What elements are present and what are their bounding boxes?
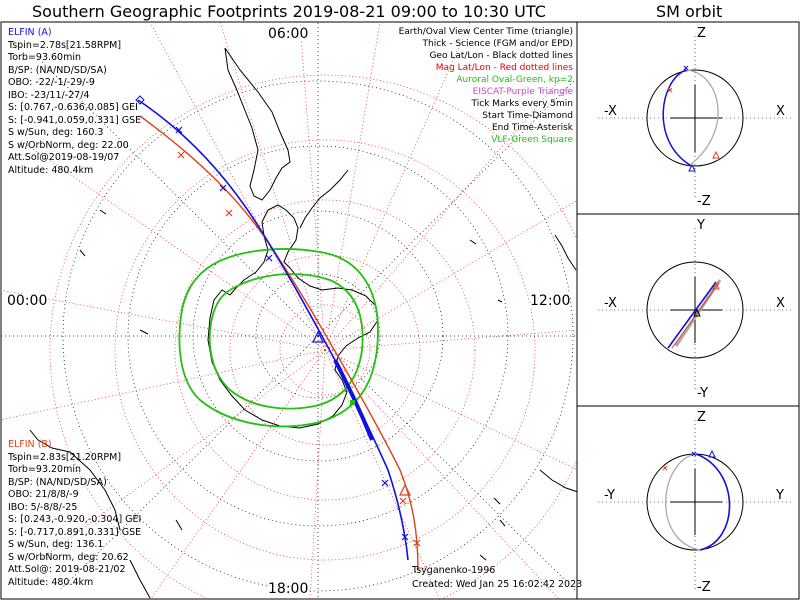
sm2-top-label: Y bbox=[697, 218, 705, 233]
clock-label-top: 06:00 bbox=[268, 26, 309, 42]
oval-inner bbox=[208, 273, 364, 410]
sm2-left-label: -X bbox=[604, 296, 617, 311]
sm2-bottom-label: -Y bbox=[697, 386, 709, 401]
elfin-a-line: B/SP: (NA/ND/SD/SA) bbox=[8, 64, 107, 76]
peninsula bbox=[299, 169, 349, 229]
legend-entry-7: Start Time-Diamond bbox=[482, 111, 573, 121]
elfin-a-line: Altitude: 480.4km bbox=[8, 164, 94, 176]
sm3-right-label: Y bbox=[776, 488, 784, 503]
south-america bbox=[224, 47, 291, 201]
legend-entry-3: Mag Lat/Lon - Red dotted lines bbox=[435, 63, 573, 73]
elfin-a-ticks bbox=[175, 126, 409, 541]
australia-edge bbox=[539, 469, 577, 493]
elfin-b-line: Torb=93.20min bbox=[8, 464, 82, 475]
start-diamond-a bbox=[135, 95, 145, 105]
elfin-b-line: IBO: 5/-8/8/-25 bbox=[8, 501, 78, 513]
elfin-b-line: S: [-0.717,0.891,0.331] GSE bbox=[8, 526, 142, 538]
nz bbox=[554, 234, 577, 271]
oval-outer bbox=[178, 248, 379, 428]
legend-entry-0: Earth/Oval View Center Time (triangle) bbox=[398, 27, 573, 37]
sm1-bottom-label: -Z bbox=[697, 194, 711, 209]
sm-panel-xz bbox=[598, 36, 792, 200]
legend-entry-4: Auroral Oval-Green, kp=2 bbox=[456, 75, 573, 85]
elfin-a-science-segment bbox=[333, 359, 374, 441]
sm-panel-xy bbox=[598, 228, 792, 392]
elfin-a-line: S w/Sun, deg: 160.3 bbox=[8, 127, 104, 138]
elfin-a-info: ELFIN (A) Tspin=2.78s[21.58RPM] Torb=93.… bbox=[8, 28, 141, 178]
clock-label-right: 12:00 bbox=[530, 293, 571, 309]
elfin-a-line: OBO: -22/-1/-29/-9 bbox=[8, 77, 95, 88]
geo-grid bbox=[1, 22, 577, 599]
africa-tip bbox=[29, 429, 121, 531]
africa-shelf bbox=[129, 519, 183, 599]
elfin-b-line: OBO: 21/8/8/-9 bbox=[8, 489, 79, 500]
elfin-b-info: ELFIN (B) Tspin=2.83s[21.20RPM] Torb=93.… bbox=[8, 440, 141, 590]
elfin-a-line: Tspin=2.78s[21.58RPM] bbox=[8, 39, 122, 51]
elfin-b-name: ELFIN (B) bbox=[8, 439, 52, 450]
view-center-triangle bbox=[312, 330, 324, 343]
clock-label-bottom: 18:00 bbox=[268, 581, 309, 597]
elfin-b-line: Tspin=2.83s[21.20RPM] bbox=[8, 451, 122, 463]
elfin-b-track bbox=[139, 115, 419, 571]
credit-author: Tsyganenko-1996 bbox=[412, 565, 496, 576]
legend: Earth/Oval View Center Time (triangle) T… bbox=[353, 28, 573, 148]
pacific-islands bbox=[469, 239, 506, 561]
page-title: Southern Geographic Footprints 2019-08-2… bbox=[32, 2, 546, 21]
auroral-ovals bbox=[178, 248, 379, 428]
vlf-green-square bbox=[350, 400, 355, 405]
sm-panel-border bbox=[576, 21, 800, 600]
sm-panel-yz bbox=[598, 420, 792, 590]
legend-entry-5: EISCAT-Purple Triangle bbox=[472, 87, 573, 97]
elfin-b-line: Altitude: 480.4km bbox=[8, 576, 94, 588]
elfin-a-line: IBO: -23/11/-27/4 bbox=[8, 89, 90, 101]
legend-entry-2: Geo Lat/Lon - Black dotted lines bbox=[429, 51, 573, 61]
sm1-right-label: X bbox=[776, 104, 785, 119]
elfin-b-line: S w/Sun, deg: 136.1 bbox=[8, 539, 104, 550]
legend-entry-6: Tick Marks every 5min bbox=[471, 99, 573, 109]
elfin-b-triangle bbox=[399, 483, 411, 496]
sm3-left-label: -Y bbox=[604, 488, 616, 503]
clock-label-left: 00:00 bbox=[7, 293, 48, 309]
elfin-b-line: B/SP: (NA/ND/SD/SA) bbox=[8, 476, 107, 488]
elfin-a-line: S: [0.767,-0.636,0.085] GEI bbox=[8, 102, 138, 113]
sm3-top-label: Z bbox=[697, 410, 706, 425]
elfin-b-line: S: [0.243,-0.920,-0.304] GEI bbox=[8, 514, 142, 525]
legend-entry-8: End Time-Asterisk bbox=[491, 123, 573, 133]
elfin-a-track bbox=[137, 99, 409, 561]
mag-grid bbox=[1, 22, 577, 599]
elfin-a-line: S w/OrbNorm, deg: 22.00 bbox=[8, 139, 129, 151]
elfin-a-line: Att.Sol@2019-08-19/07 bbox=[8, 152, 120, 163]
south-georgia bbox=[39, 209, 149, 335]
legend-entry-9: VLF-Green Square bbox=[491, 135, 573, 145]
sm-orbit-title: SM orbit bbox=[656, 2, 723, 21]
sm3-bottom-label: -Z bbox=[697, 580, 711, 595]
elfin-b-line: S w/OrbNorm, deg: 20.62 bbox=[8, 551, 129, 563]
elfin-a-line: Torb=93.60min bbox=[8, 52, 82, 63]
elfin-a-name: ELFIN (A) bbox=[8, 27, 52, 38]
elfin-a-line: S: [-0.941,0.059,0.331] GSE bbox=[8, 114, 142, 126]
legend-entry-1: Thick - Science (FGM and/or EPD) bbox=[422, 39, 573, 49]
elfin-b-line: Att.Sol@: 2019-08-21/02 bbox=[8, 564, 126, 575]
elfin-b-ticks bbox=[177, 151, 421, 547]
sm2-right-label: X bbox=[776, 296, 785, 311]
sm1-top-label: Z bbox=[697, 26, 706, 41]
sm1-left-label: -X bbox=[604, 104, 617, 119]
credit-created: Created: Wed Jan 25 16:02:42 2023 bbox=[412, 579, 583, 590]
